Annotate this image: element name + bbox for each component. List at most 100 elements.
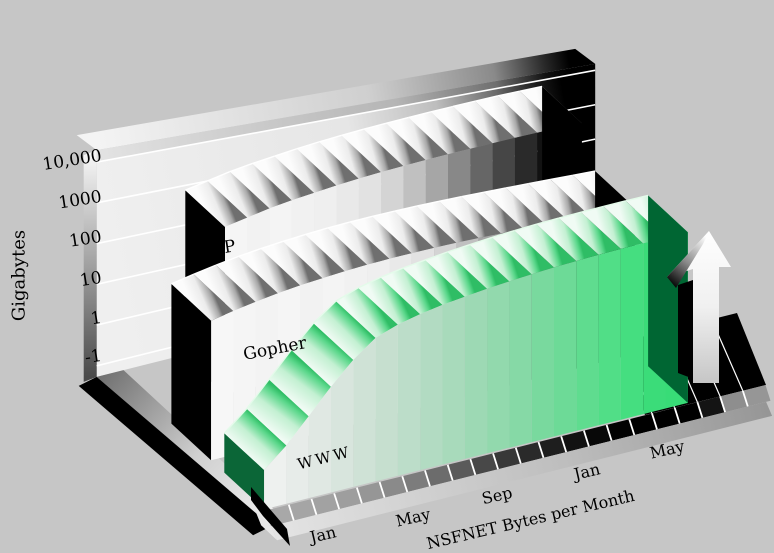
floor-month-separator: [287, 504, 295, 521]
ribbon-www-front-face: [620, 243, 644, 420]
ribbon-www-back-edge: [625, 194, 649, 202]
ribbon-ftp-top-step: [386, 117, 448, 160]
ribbon-ftp-back-edge: [363, 122, 387, 130]
ribbon-www-top-step: [358, 277, 421, 325]
ribbon-ftp-back-edge: [519, 85, 543, 92]
ribbon-www-front-face: [531, 267, 554, 443]
floor-month-cell: [742, 385, 771, 407]
ribbon-gopher-back-edge: [260, 240, 284, 250]
ribbon-www-back-edge: [580, 205, 604, 213]
ribbon-ftp-back-edge: [430, 105, 454, 113]
ribbon-www-top-step: [291, 323, 354, 387]
ribbon-ftp-top-step: [296, 141, 359, 186]
floor-month-cell: [515, 442, 544, 464]
ribbon-www-back-edge: [335, 287, 359, 302]
floor-left-margin: [96, 370, 288, 527]
ribbon-ftp-top-step: [229, 163, 292, 209]
floor-month-separator: [401, 475, 409, 493]
ribbon-www-back-edge: [223, 408, 248, 434]
floor-month-separator: [651, 413, 658, 430]
ribbon-www-top-step: [246, 379, 309, 446]
ribbon-ftp-top-step: [452, 101, 515, 144]
floor-month-separator: [696, 401, 704, 419]
ribbon-gopher-top-step: [171, 274, 234, 321]
ribbon-ftp-top-step: [185, 180, 248, 227]
floor-month-separator: [741, 390, 749, 407]
floor-month-separator: [469, 458, 477, 476]
floor-month-separator: [514, 447, 522, 464]
ribbon-gopher-back-edge: [171, 273, 194, 285]
ribbon-ftp-top-step: [475, 95, 538, 138]
ribbon-www-top-step: [447, 244, 510, 289]
floor-month-separator: [492, 453, 499, 470]
floor-month-separator: [719, 396, 726, 413]
ribbon-www-top-step: [536, 218, 599, 261]
ribbon-gopher-back-edge: [461, 191, 484, 198]
ribbon-www-top-step: [269, 349, 331, 417]
ribbon-www-back-edge: [424, 251, 448, 261]
ribbon-www-top-step: [492, 230, 554, 275]
ribbon-www-back-edge: [447, 244, 470, 253]
ribbon-www-front-face: [420, 304, 443, 471]
ribbon-gopher-back-edge: [193, 264, 217, 275]
ribbon-ftp-back-edge: [474, 95, 498, 102]
ribbon-www-front-face: [464, 288, 488, 459]
ribbon-gopher-back-edge: [528, 178, 551, 185]
ribbon-www-top-step: [335, 287, 398, 338]
floor-month-separator: [378, 481, 386, 499]
ribbon-www-back-edge: [357, 276, 381, 289]
ribbon-www-back-edge: [514, 223, 537, 232]
ribbon-ftp-back-edge: [452, 100, 476, 108]
floor-month-cell: [583, 424, 612, 447]
ribbon-ftp-back-edge: [296, 141, 320, 150]
floor-month-cell: [334, 487, 362, 510]
ribbon-ftp-top-step: [319, 135, 382, 179]
ribbon-gopher-top-step: [483, 187, 546, 229]
floor-month-separator: [560, 436, 568, 453]
ribbon-ftp-top-step: [430, 106, 493, 149]
floor-month-cell: [493, 447, 521, 470]
ribbon-www-front-face: [264, 445, 287, 510]
floor-month-separator: [628, 418, 636, 436]
floor-month-separator: [310, 498, 318, 516]
wall-left-cap: [83, 150, 97, 382]
ribbon-www-front-face: [442, 296, 465, 465]
floor-month-cell: [311, 493, 340, 515]
floor-month-cell: [470, 453, 499, 475]
floor-month-separator: [583, 430, 590, 447]
wall-lip: [96, 63, 596, 163]
ribbon-ftp-top-step: [363, 123, 426, 166]
ribbon-www-right-cap: [648, 195, 688, 403]
ribbon-www-top-step: [469, 237, 532, 282]
ribbon-ftp-top-step: [252, 156, 315, 201]
ribbon-www-back-edge: [558, 211, 582, 219]
ribbon-www-front-face: [509, 274, 532, 448]
ribbon-www-back-edge: [402, 259, 426, 269]
floor-month-cell: [720, 390, 748, 413]
floor-left-cap: [255, 510, 278, 541]
ribbon-gopher-top-step: [238, 248, 301, 294]
ribbon-www-front-face: [554, 261, 577, 437]
ribbon-gopher-back-edge: [238, 247, 261, 258]
ribbon-gopher-top-step: [439, 196, 501, 238]
ribbon-gopher-back-edge: [572, 170, 596, 176]
ribbon-ftp-back-edge: [318, 134, 342, 143]
ribbon-gopher-back-edge: [505, 183, 529, 189]
ribbon-gopher-back-edge: [215, 255, 239, 266]
ribbon-gopher-back-edge: [349, 215, 373, 223]
floor-month-cell: [538, 436, 567, 458]
ribbon-ftp-back-edge: [207, 170, 231, 182]
ribbon-www-front-face: [353, 337, 376, 487]
floor-month-cell: [561, 430, 589, 453]
ribbon-ftp-top-step: [274, 148, 337, 193]
ribbon-www-back-edge: [313, 300, 337, 324]
ribbon-www-front-face: [331, 359, 354, 493]
ribbon-www-front-face: [397, 314, 421, 476]
ribbon-ftp-back-edge: [184, 180, 208, 191]
ribbon-www-top-step: [313, 301, 376, 360]
ribbon-gopher-front-face: [211, 311, 234, 461]
floor-month-cell: [356, 481, 385, 504]
ribbon-ftp-back-edge: [229, 162, 253, 173]
